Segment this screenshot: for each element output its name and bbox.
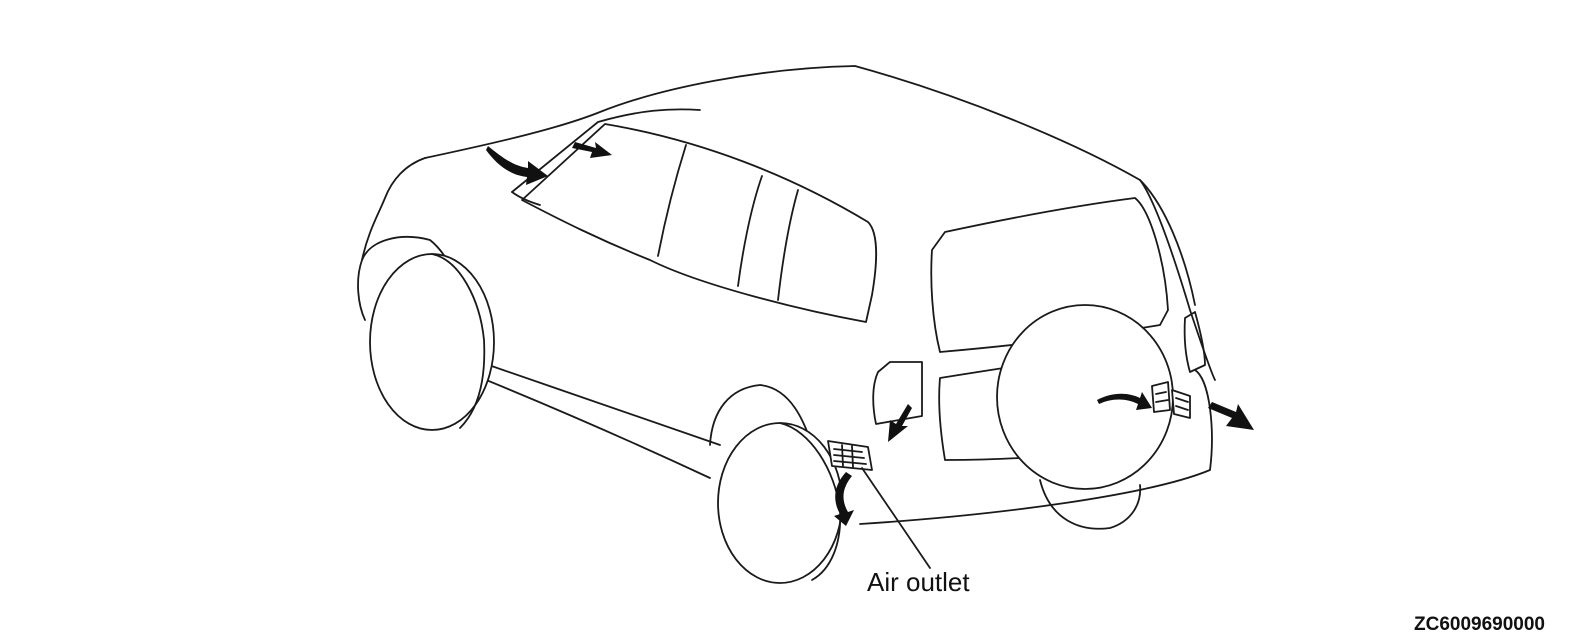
rear-wheel: [718, 423, 842, 583]
air-flow-arrow-icon: [888, 404, 912, 442]
air-flow-arrow-icon: [572, 142, 612, 158]
air-outlet-callout: Air outlet: [862, 468, 970, 597]
front-wheel: [370, 254, 494, 430]
air-flow-arrow-icon: [1208, 402, 1254, 430]
air-outlet-left: [828, 441, 872, 470]
spare-tire: [997, 305, 1173, 529]
callout-leader-line: [862, 468, 930, 568]
air-outlet-label: Air outlet: [867, 567, 970, 597]
air-flow-arrow-icon: [486, 146, 548, 185]
figure-code: ZC6009690000: [1414, 614, 1545, 635]
